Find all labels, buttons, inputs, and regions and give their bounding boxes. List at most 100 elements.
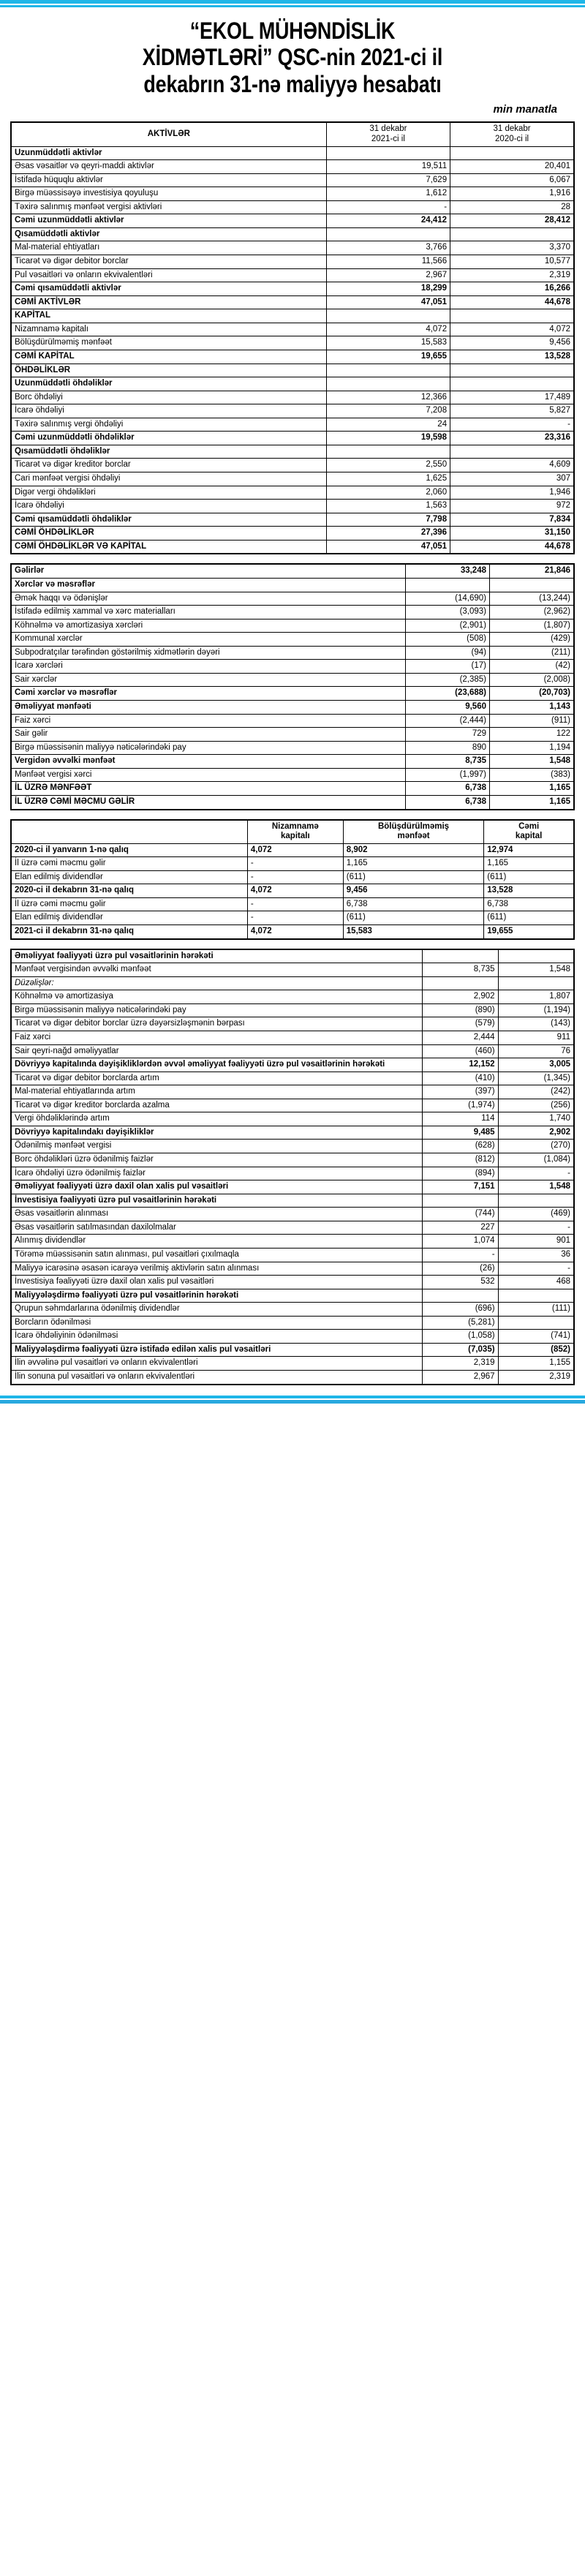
table-row: İstifadə edilmiş xammal və xərc material… bbox=[10, 605, 575, 619]
row-value: 1,143 bbox=[489, 700, 575, 715]
row-label: Mal-material ehtiyatlarında artım bbox=[10, 1085, 423, 1099]
table-row: Əsas vəsaitlərin satılmasından daxilolma… bbox=[10, 1220, 575, 1235]
row-label: Uzunmüddətli öhdəliklər bbox=[10, 377, 327, 391]
row-label: Cəmi uzunmüddətli aktivlər bbox=[10, 214, 327, 228]
row-value: 12,152 bbox=[421, 1058, 499, 1072]
row-label: Düzəlişlər: bbox=[10, 976, 423, 991]
table-row: Cəmi qısamüddətli aktivlər 18,299 16,266 bbox=[10, 282, 575, 296]
row-value: 1,194 bbox=[489, 740, 575, 756]
row-value: 2,550 bbox=[325, 458, 451, 473]
row-label: İcarə öhdəliyinin ödənilməsi bbox=[10, 1329, 423, 1344]
table-row: Subpodratçılar tərəfindən göstərilmiş xi… bbox=[10, 645, 575, 660]
table-row: Əsas vəsaitlər və qeyri-maddi aktivlər 19… bbox=[10, 159, 575, 174]
table-row: İcarə öhdəliyi 7,208 5,827 bbox=[10, 404, 575, 418]
row-value: (1,058) bbox=[421, 1329, 499, 1344]
row-value bbox=[497, 1193, 575, 1208]
row-label: 2020-ci il dekabrın 31-nə qalıq bbox=[10, 884, 248, 898]
table-row: İstifadə hüquqlu aktivlər 7,629 6,067 bbox=[10, 173, 575, 188]
row-label: Ticarət və digər kreditor borclar bbox=[10, 458, 327, 473]
row-value bbox=[421, 976, 499, 991]
cash-flow-body: Əməliyyat fəaliyyəti üzrə pul vəsaitləri… bbox=[10, 949, 575, 1385]
row-label: Gəlirlər bbox=[10, 563, 406, 579]
row-label: Bölüşdürülməmiş mənfəət bbox=[10, 336, 327, 350]
row-value: 4,072 bbox=[450, 322, 575, 337]
row-value: 6,738 bbox=[483, 897, 575, 912]
row-value: 12,366 bbox=[325, 390, 451, 405]
table-row: Dövriyyə kapitalında dəyişikliklərdən əv… bbox=[10, 1058, 575, 1072]
row-value bbox=[421, 949, 499, 964]
table-row: Kommunal xərclər (508) (429) bbox=[10, 632, 575, 647]
row-label: Cəmi qısamüddətli aktivlər bbox=[10, 282, 327, 296]
row-value: 307 bbox=[450, 472, 575, 486]
row-value: 1,548 bbox=[497, 963, 575, 977]
table-row: Borcların ödənilməsi (5,281) bbox=[10, 1315, 575, 1330]
row-label: Ödənilmiş mənfəət vergisi bbox=[10, 1139, 423, 1154]
table-row: Ticarət və digər kreditor borclarda azal… bbox=[10, 1098, 575, 1113]
income-statement-table: Gəlirlər 33,248 21,846 Xərclər və məsrəflər… bbox=[10, 563, 575, 810]
table-row: Ödənilmiş mənfəət vergisi (628) (270) bbox=[10, 1139, 575, 1154]
row-value: 5,827 bbox=[450, 404, 575, 418]
row-value bbox=[325, 309, 451, 323]
header-2021-line1: 31 dekabr bbox=[369, 124, 407, 134]
row-value: 2,319 bbox=[421, 1356, 499, 1371]
row-value: (242) bbox=[497, 1085, 575, 1099]
row-value: 19,598 bbox=[325, 431, 451, 445]
row-value: - bbox=[497, 1220, 575, 1235]
equity-header-row: Nizamnamə kapitalı Bölüşdürülməmiş mənfə… bbox=[10, 819, 575, 844]
table-row: Nizamnamə kapitalı 4,072 4,072 bbox=[10, 322, 575, 337]
row-value: - bbox=[246, 856, 344, 871]
row-label: Təxirə salınmış mənfəət vergisi aktivlər… bbox=[10, 200, 327, 215]
row-value: - bbox=[497, 1166, 575, 1181]
row-value: (744) bbox=[421, 1207, 499, 1221]
row-value: 13,528 bbox=[483, 884, 575, 898]
row-value: 972 bbox=[450, 499, 575, 513]
row-value: 24,412 bbox=[325, 214, 451, 228]
row-label: Dövriyyə kapitalında dəyişikliklərdən əv… bbox=[10, 1058, 423, 1072]
row-value: (20,703) bbox=[489, 686, 575, 701]
row-value: 15,583 bbox=[325, 336, 451, 350]
row-value: (1,997) bbox=[404, 767, 490, 783]
row-value: (270) bbox=[497, 1139, 575, 1154]
table-row: Birgə müəssisənin maliyyə nəticələrindək… bbox=[10, 1003, 575, 1018]
row-value: (143) bbox=[497, 1017, 575, 1031]
row-value: 33,248 bbox=[404, 563, 490, 579]
row-label: Törəmə müəssisənin satın alınması, pul v… bbox=[10, 1247, 423, 1262]
row-value: 4,072 bbox=[246, 924, 344, 940]
table-row: Vergidən əvvəlki mənfəət 8,735 1,548 bbox=[10, 754, 575, 769]
row-value: - bbox=[246, 870, 344, 885]
row-value: 12,974 bbox=[483, 843, 575, 858]
table-row: İcarə öhdəliyi üzrə ödənilmiş faizlər (89… bbox=[10, 1166, 575, 1181]
row-label: CƏMİ AKTİVLƏR bbox=[10, 295, 327, 310]
row-value: 28 bbox=[450, 200, 575, 215]
row-value: 13,528 bbox=[450, 349, 575, 364]
table-row: Xərclər və məsrəflər bbox=[10, 577, 575, 592]
table-row: İl üzrə cəmi məcmu gəlir -6,738 6,738 bbox=[10, 897, 575, 912]
row-label: Borc öhdəliyi bbox=[10, 390, 327, 405]
table-row: Əmək haqqı və ödənişlər (14,690) (13,244) bbox=[10, 591, 575, 606]
row-value: (611) bbox=[483, 870, 575, 885]
row-label: Pul vəsaitləri və onların ekvivalentləri bbox=[10, 268, 327, 283]
table-row: İl üzrə cəmi məcmu gəlir -1,165 1,165 bbox=[10, 856, 575, 871]
row-label: Maliyyə icarəsinə əsasən icarəyə verilmi… bbox=[10, 1261, 423, 1276]
row-value: (26) bbox=[421, 1261, 499, 1276]
row-value: 114 bbox=[421, 1112, 499, 1126]
row-value: (23,688) bbox=[404, 686, 490, 701]
table-row: ÖHDƏLİKLƏR bbox=[10, 363, 575, 378]
row-value: 3,005 bbox=[497, 1058, 575, 1072]
row-label: Cəmi xərclər və məsrəflər bbox=[10, 686, 406, 701]
table-row: Maliyyələşdirmə fəaliyyəti üzrə istifadə… bbox=[10, 1342, 575, 1357]
share-capital-line2: kapitalı bbox=[281, 832, 310, 841]
table-row: Faiz xərci (2,444) (911) bbox=[10, 713, 575, 728]
table-row: Alınmış dividendlər 1,074 901 bbox=[10, 1234, 575, 1249]
row-value: (2,901) bbox=[404, 618, 490, 633]
row-value bbox=[450, 309, 575, 323]
row-value: 76 bbox=[497, 1044, 575, 1059]
row-label: Alınmış dividendlər bbox=[10, 1234, 423, 1249]
row-label: Qısamüddətli aktivlər bbox=[10, 227, 327, 242]
table-row: 2020-ci il dekabrın 31-nə qalıq 4,072 9,45… bbox=[10, 884, 575, 898]
row-value: 19,511 bbox=[325, 159, 451, 174]
table-row: İlin əvvəlinə pul vəsaitləri və onların … bbox=[10, 1356, 575, 1371]
row-value bbox=[325, 377, 451, 391]
row-value: (429) bbox=[489, 632, 575, 647]
row-label: 2020-ci il yanvarın 1-nə qalıq bbox=[10, 843, 248, 858]
